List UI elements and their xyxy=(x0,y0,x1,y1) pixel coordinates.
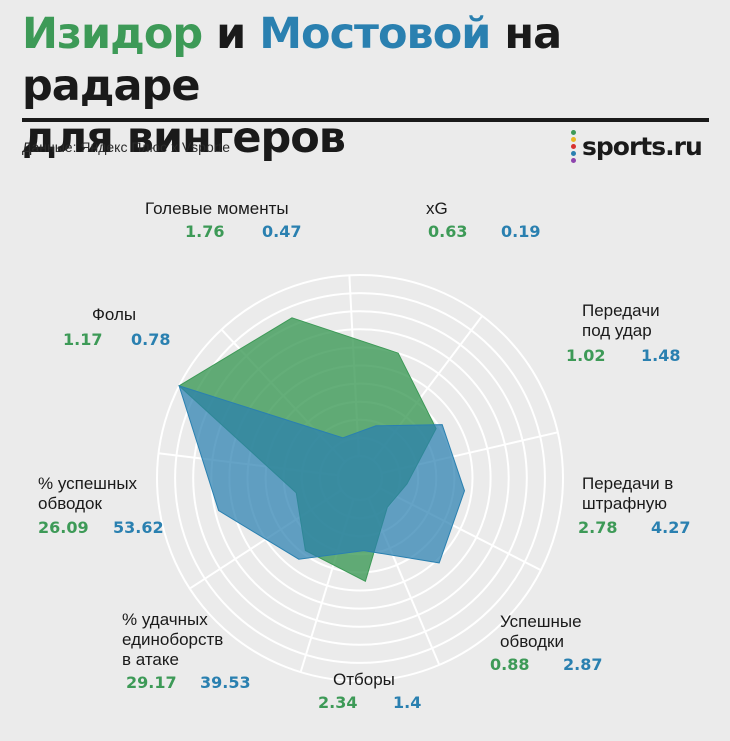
axis-label-line: штрафную xyxy=(582,494,667,513)
axis-label: % удачных единоборств в атаке xyxy=(122,610,223,670)
logo-dot xyxy=(571,136,576,142)
axis-label-line: Успешные xyxy=(500,612,582,631)
axis-label: Успешные обводки xyxy=(500,612,582,652)
axis-label-line: под удар xyxy=(582,321,652,340)
izidor-value: 0.88 xyxy=(490,655,530,674)
mostovoy-value: 0.19 xyxy=(501,222,541,241)
logo-dots-icon xyxy=(571,129,576,163)
sports-ru-logo: sports.ru xyxy=(571,128,703,164)
axis-label-line: Отборы xyxy=(333,670,395,689)
izidor-value: 1.17 xyxy=(63,330,103,349)
title-izidor: Изидор xyxy=(22,9,203,59)
mostovoy-value: 53.62 xyxy=(113,518,164,537)
axis-label-line: % удачных xyxy=(122,610,208,629)
mostovoy-value: 1.48 xyxy=(641,346,681,365)
mostovoy-value: 2.87 xyxy=(563,655,603,674)
axis-label-line: обводок xyxy=(38,494,102,513)
mostovoy-value: 0.78 xyxy=(131,330,171,349)
data-source: Данные: Яндекс Плюс x Vsporte xyxy=(22,139,231,155)
series-mostovoy-polygon xyxy=(178,385,466,564)
izidor-value: 2.34 xyxy=(318,693,358,712)
logo-dot xyxy=(571,143,576,149)
izidor-value: 29.17 xyxy=(126,673,177,692)
logo-dot xyxy=(571,150,576,156)
axis-label-line: единоборств xyxy=(122,630,224,649)
axis-label-line: xG xyxy=(426,199,448,218)
axis-label-line: Фолы xyxy=(92,305,137,324)
axis-label: Отборы xyxy=(333,670,395,690)
title-and: и xyxy=(202,9,260,59)
logo-dot xyxy=(571,129,576,135)
axis-label: Голевые моменты xyxy=(145,199,289,219)
grid-ring xyxy=(156,274,564,682)
axis-label-line: % успешных xyxy=(38,474,138,493)
axis-label: % успешных обводок xyxy=(38,474,137,514)
axis-label: Передачи под удар xyxy=(582,301,660,341)
izidor-value: 0.63 xyxy=(428,222,468,241)
izidor-value: 2.78 xyxy=(578,518,618,537)
axis-label-line: Передачи в xyxy=(582,474,674,493)
title-mostovoy: Мостовой xyxy=(259,9,491,59)
izidor-value: 26.09 xyxy=(38,518,89,537)
izidor-value: 1.02 xyxy=(566,346,606,365)
logo-dot xyxy=(571,157,576,163)
mostovoy-value: 39.53 xyxy=(200,673,251,692)
title-on-radar: на радаре xyxy=(22,9,562,111)
mostovoy-value: 4.27 xyxy=(651,518,691,537)
axis-label: Фолы xyxy=(92,305,136,325)
mostovoy-value: 1.4 xyxy=(393,693,422,712)
grid-ring xyxy=(192,310,528,646)
izidor-value: 1.76 xyxy=(185,222,225,241)
logo-text: sports.ru xyxy=(582,131,703,161)
axis-label-line: Голевые моменты xyxy=(145,199,289,218)
axis-label-line: обводки xyxy=(500,632,564,651)
chart-title: Изидор и Мостовой на радаре для вингеров xyxy=(22,8,712,164)
axis-label: Передачи в штрафную xyxy=(582,474,673,514)
axis-label: xG xyxy=(426,199,448,219)
radar-series xyxy=(178,317,466,583)
axis-label-line: в атаке xyxy=(122,650,179,669)
grid-ring xyxy=(174,292,546,664)
axis-label-line: Передачи xyxy=(582,301,660,320)
mostovoy-value: 0.47 xyxy=(262,222,302,241)
title-rule xyxy=(22,118,709,122)
